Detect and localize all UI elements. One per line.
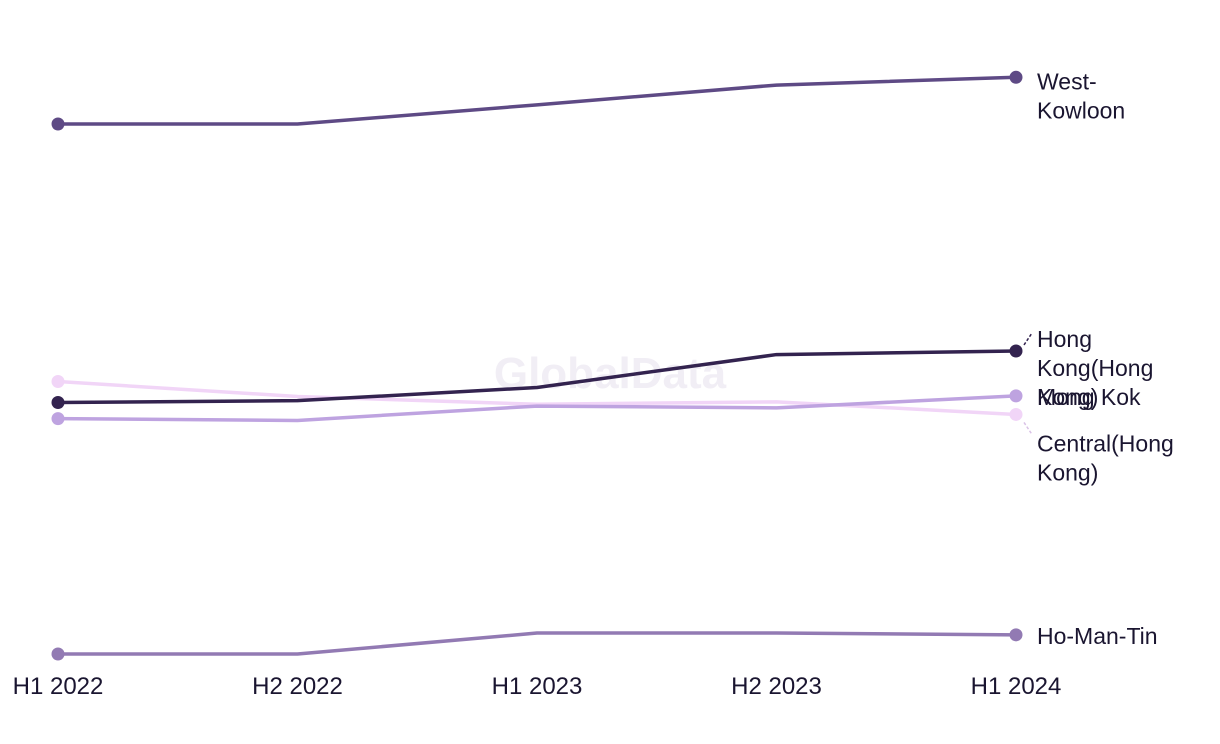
series-line-mong-kok <box>56 394 1018 423</box>
series-label-west-kowloon: West-Kowloon <box>1037 68 1125 123</box>
series-line-central-hong-kong <box>56 379 1018 417</box>
series-point-mong-kok <box>1009 389 1023 403</box>
series-point-ho-man-tin <box>51 647 65 661</box>
series-line-ho-man-tin <box>56 631 1018 656</box>
series-point-hong-kong-hong-kong <box>51 395 65 409</box>
series-point-mong-kok <box>51 412 65 426</box>
x-tick-label: H1 2022 <box>13 673 104 700</box>
label-leader-hong-kong-hong-kong <box>1023 332 1033 346</box>
x-tick-label: H2 2022 <box>252 673 343 700</box>
series-label-hong-kong-hong-kong: Hong Kong(Hong Kong) <box>1037 326 1153 410</box>
x-axis: H1 2022 H2 2022 H1 2023 H2 2023 H1 2024 <box>13 673 1062 700</box>
label-leader-central-hong-kong <box>1023 422 1033 435</box>
series-point-central-hong-kong <box>1009 407 1023 421</box>
series-point-west-kowloon <box>51 117 65 131</box>
series-line-hong-kong-hong-kong <box>56 349 1018 405</box>
x-tick-label: H1 2023 <box>492 673 583 700</box>
series-label-layer: West-Kowloon Hong Kong(Hong Kong)Mong Kok Ce… <box>1023 68 1174 649</box>
series-point-hong-kong-hong-kong <box>1009 344 1023 358</box>
x-tick-label: H2 2023 <box>731 673 822 700</box>
series-label-central-hong-kong: Central(Hong Kong) <box>1037 430 1174 485</box>
series-line-west-kowloon <box>56 75 1018 126</box>
series-point-west-kowloon <box>1009 70 1023 84</box>
series-point-central-hong-kong <box>51 375 65 389</box>
series-label-mong-kok: Mong Kok <box>1037 384 1141 410</box>
x-tick-label: H1 2024 <box>971 673 1062 700</box>
series-label-ho-man-tin: Ho-Man-Tin <box>1037 623 1158 649</box>
series-layer <box>51 70 1023 661</box>
watermark: GlobalData <box>494 349 727 398</box>
series-point-ho-man-tin <box>1009 628 1023 642</box>
